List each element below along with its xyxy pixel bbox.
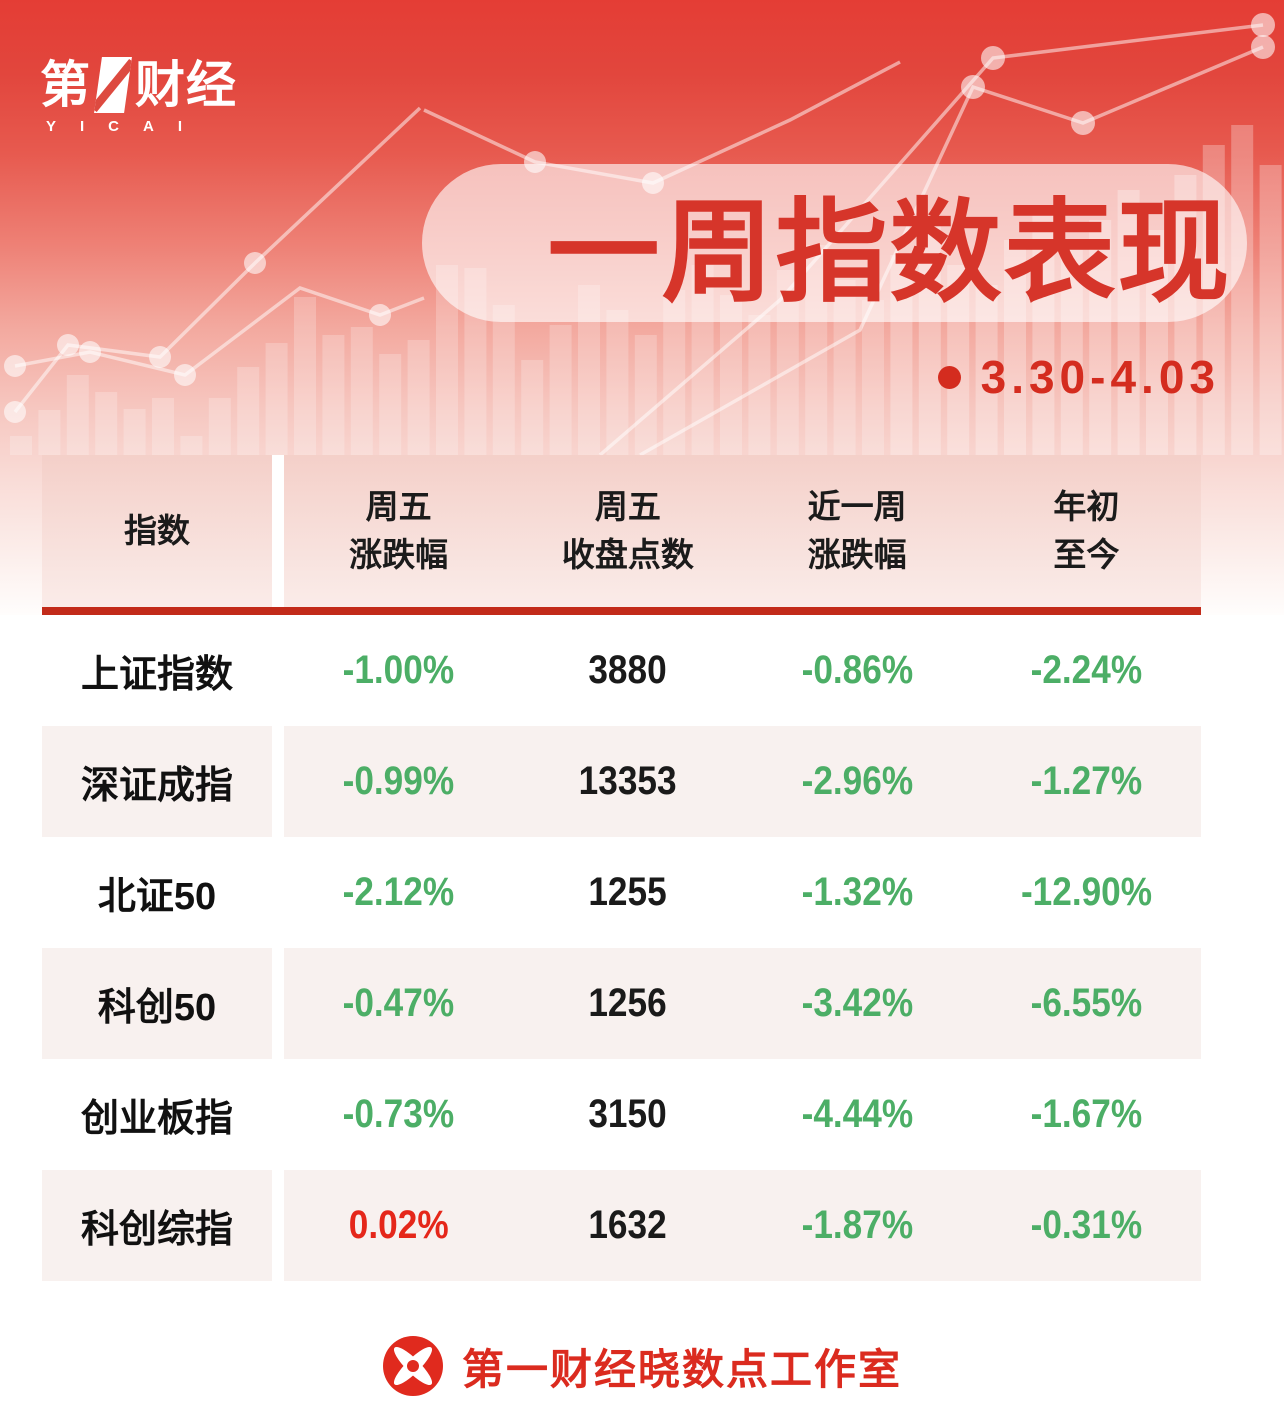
cell-week-change: -4.44% — [801, 1092, 913, 1136]
cell-friday-close: 3880 — [588, 648, 668, 692]
table-row: 北证50 -2.12% 1255 -1.32% -12.90% — [42, 837, 1201, 948]
title-pill: 一周指数表现 — [422, 164, 1247, 322]
column-divider — [272, 726, 284, 837]
cell-week-change: -2.96% — [801, 759, 913, 803]
table-row: 上证指数 -1.00% 3880 -0.86% -2.24% — [42, 615, 1201, 726]
footer: 第一财经晓数点工作室 — [0, 1330, 1284, 1402]
cell-friday-close: 1255 — [588, 870, 668, 914]
table-body: 上证指数 -1.00% 3880 -0.86% -2.24% 深证成指 -0.9… — [42, 615, 1201, 1281]
table-row: 科创50 -0.47% 1256 -3.42% -6.55% — [42, 948, 1201, 1059]
cell-friday-change: -0.99% — [342, 759, 455, 803]
yicai-logo: 第 财经 YICAI — [40, 56, 237, 135]
logo-text-right: 财经 — [135, 57, 237, 113]
column-divider — [272, 1170, 284, 1281]
header-index: 指数 — [42, 455, 272, 607]
cell-week-change: -3.42% — [801, 981, 913, 1025]
bullet-dot-icon — [937, 365, 961, 389]
line-chart-dots — [4, 13, 1275, 423]
header-ytd: 年初 至今 — [1053, 488, 1120, 573]
index-name: 上证指数 — [80, 654, 233, 696]
cell-friday-close: 1632 — [588, 1203, 668, 1247]
table-header: 指数 周五 涨跌幅 周五 收盘点数 近一周 涨跌幅 年初 至今 — [42, 455, 1201, 607]
cell-friday-close: 13353 — [578, 759, 677, 803]
header-separator — [42, 607, 1201, 615]
index-name: 科创50 — [42, 948, 272, 1059]
logo-text-left: 第 — [40, 57, 91, 113]
index-name: 创业板指 — [80, 1098, 233, 1140]
cell-ytd: -2.24% — [1030, 648, 1143, 692]
column-divider — [272, 1059, 284, 1170]
cell-friday-change: 0.02% — [348, 1203, 449, 1247]
cell-week-change: -0.86% — [801, 648, 913, 692]
index-name: 深证成指 — [42, 726, 272, 837]
column-divider — [272, 837, 284, 948]
column-divider — [272, 615, 284, 726]
column-divider — [272, 455, 284, 607]
table-row: 创业板指 -0.73% 3150 -4.44% -1.67% — [42, 1059, 1201, 1170]
cell-ytd: -1.27% — [1030, 759, 1143, 803]
logo-one-icon — [94, 57, 132, 113]
date-range: 3.30-4.03 — [937, 350, 1220, 404]
date-range-text: 3.30-4.03 — [980, 351, 1220, 403]
cell-friday-change: -2.12% — [342, 870, 455, 914]
logo-subtext: YICAI — [46, 118, 207, 135]
header-friday-close: 周五 收盘点数 — [561, 488, 694, 573]
index-name: 北证50 — [97, 876, 217, 918]
cell-ytd: -6.55% — [1030, 981, 1143, 1025]
cell-ytd: -1.67% — [1030, 1092, 1143, 1136]
page-title: 一周指数表现 — [547, 190, 1232, 315]
cell-friday-close: 3150 — [588, 1092, 668, 1136]
cell-friday-change: -0.73% — [342, 1092, 455, 1136]
cell-week-change: -1.32% — [801, 870, 913, 914]
footer-credit: 第一财经晓数点工作室 — [461, 1345, 902, 1393]
cell-friday-change: -0.47% — [342, 981, 455, 1025]
cell-ytd: -0.31% — [1030, 1203, 1143, 1247]
header-friday-change: 周五 涨跌幅 — [349, 488, 449, 573]
studio-pinwheel-icon — [382, 1336, 443, 1396]
table-row: 科创综指 0.02% 1632 -1.87% -0.31% — [42, 1170, 1201, 1281]
cell-friday-close: 1256 — [588, 981, 668, 1025]
column-divider — [272, 948, 284, 1059]
cell-week-change: -1.87% — [801, 1203, 913, 1247]
index-name: 科创综指 — [42, 1170, 272, 1281]
cell-ytd: -12.90% — [1020, 870, 1152, 914]
header-week-change: 近一周 涨跌幅 — [807, 488, 907, 573]
cell-friday-change: -1.00% — [342, 648, 455, 692]
table-row: 深证成指 -0.99% 13353 -2.96% -1.27% — [42, 726, 1201, 837]
